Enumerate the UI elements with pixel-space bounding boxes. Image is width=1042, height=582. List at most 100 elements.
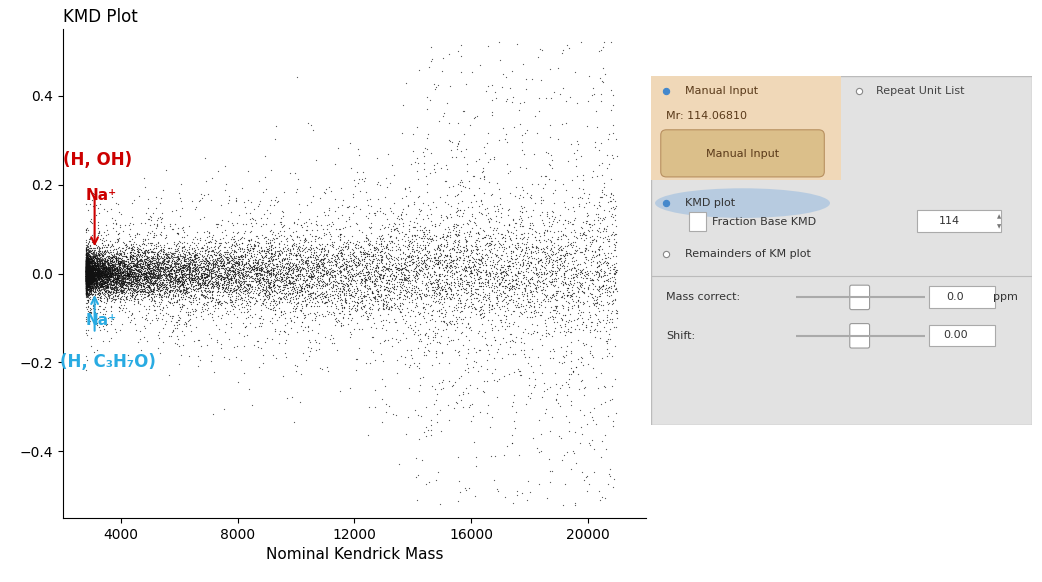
Point	[337, 274, 353, 283]
Point	[77, 263, 94, 272]
Point	[91, 286, 107, 295]
Point	[107, 274, 124, 283]
Point	[516, 278, 532, 288]
Point	[110, 258, 127, 268]
Point	[227, 285, 244, 294]
Point	[173, 232, 190, 242]
Point	[133, 255, 150, 264]
Point	[81, 256, 98, 265]
Point	[77, 279, 94, 288]
Point	[417, 260, 433, 269]
Point	[139, 275, 155, 285]
Point	[78, 281, 95, 290]
Point	[84, 274, 101, 283]
Point	[93, 285, 109, 294]
Point	[83, 261, 100, 270]
Point	[94, 267, 110, 276]
Point	[79, 242, 96, 251]
Point	[79, 281, 96, 290]
Point	[86, 276, 103, 285]
Point	[240, 258, 256, 267]
Point	[352, 293, 369, 303]
Point	[123, 253, 140, 262]
Point	[78, 283, 95, 293]
Point	[104, 255, 121, 264]
Point	[485, 269, 501, 278]
Point	[96, 262, 113, 271]
Point	[177, 276, 194, 286]
Point	[244, 259, 260, 268]
Point	[298, 285, 315, 294]
Point	[242, 310, 258, 319]
Point	[105, 280, 122, 289]
Point	[80, 258, 97, 267]
Point	[328, 345, 345, 354]
Point	[390, 256, 406, 265]
Point	[80, 263, 97, 272]
Point	[82, 232, 99, 242]
Point	[184, 293, 201, 302]
Point	[84, 268, 101, 278]
Point	[576, 228, 593, 237]
Point	[94, 269, 110, 278]
Point	[402, 251, 419, 260]
Point	[190, 253, 206, 262]
Point	[78, 291, 95, 300]
Point	[223, 274, 240, 283]
Point	[77, 279, 94, 288]
Point	[133, 218, 150, 228]
Point	[368, 281, 384, 290]
Point	[113, 250, 129, 259]
Point	[468, 271, 485, 280]
Point	[598, 288, 615, 297]
Point	[125, 258, 142, 268]
Point	[252, 285, 269, 294]
Point	[143, 267, 159, 276]
Point	[90, 262, 106, 272]
Point	[167, 281, 183, 290]
Point	[372, 246, 389, 255]
Point	[221, 243, 238, 252]
Point	[438, 307, 454, 317]
Point	[126, 265, 143, 274]
Point	[524, 229, 541, 239]
Point	[248, 276, 265, 286]
Point	[514, 235, 530, 244]
Point	[103, 252, 120, 261]
Point	[444, 262, 461, 271]
Point	[562, 92, 578, 101]
Point	[79, 260, 96, 269]
Point	[205, 301, 222, 311]
Point	[77, 266, 94, 275]
Point	[167, 258, 183, 267]
Point	[133, 278, 150, 288]
Point	[122, 262, 139, 271]
Point	[369, 207, 386, 216]
Point	[578, 487, 595, 496]
Point	[173, 273, 190, 282]
Point	[344, 292, 361, 301]
Point	[549, 295, 566, 304]
Point	[83, 266, 100, 275]
Point	[367, 294, 383, 304]
Point	[556, 322, 573, 331]
Point	[77, 275, 94, 285]
Point	[165, 225, 181, 234]
Point	[582, 276, 599, 285]
Point	[473, 168, 490, 177]
Point	[169, 296, 185, 306]
Point	[494, 250, 511, 260]
Point	[609, 238, 625, 247]
Point	[92, 261, 108, 271]
Point	[110, 257, 127, 266]
Point	[96, 309, 113, 318]
Point	[241, 296, 257, 306]
Point	[143, 276, 159, 286]
Point	[103, 271, 120, 280]
Point	[159, 267, 176, 276]
Point	[464, 247, 480, 257]
Point	[166, 256, 182, 265]
Point	[78, 279, 95, 289]
Point	[165, 275, 181, 285]
Point	[117, 268, 133, 278]
